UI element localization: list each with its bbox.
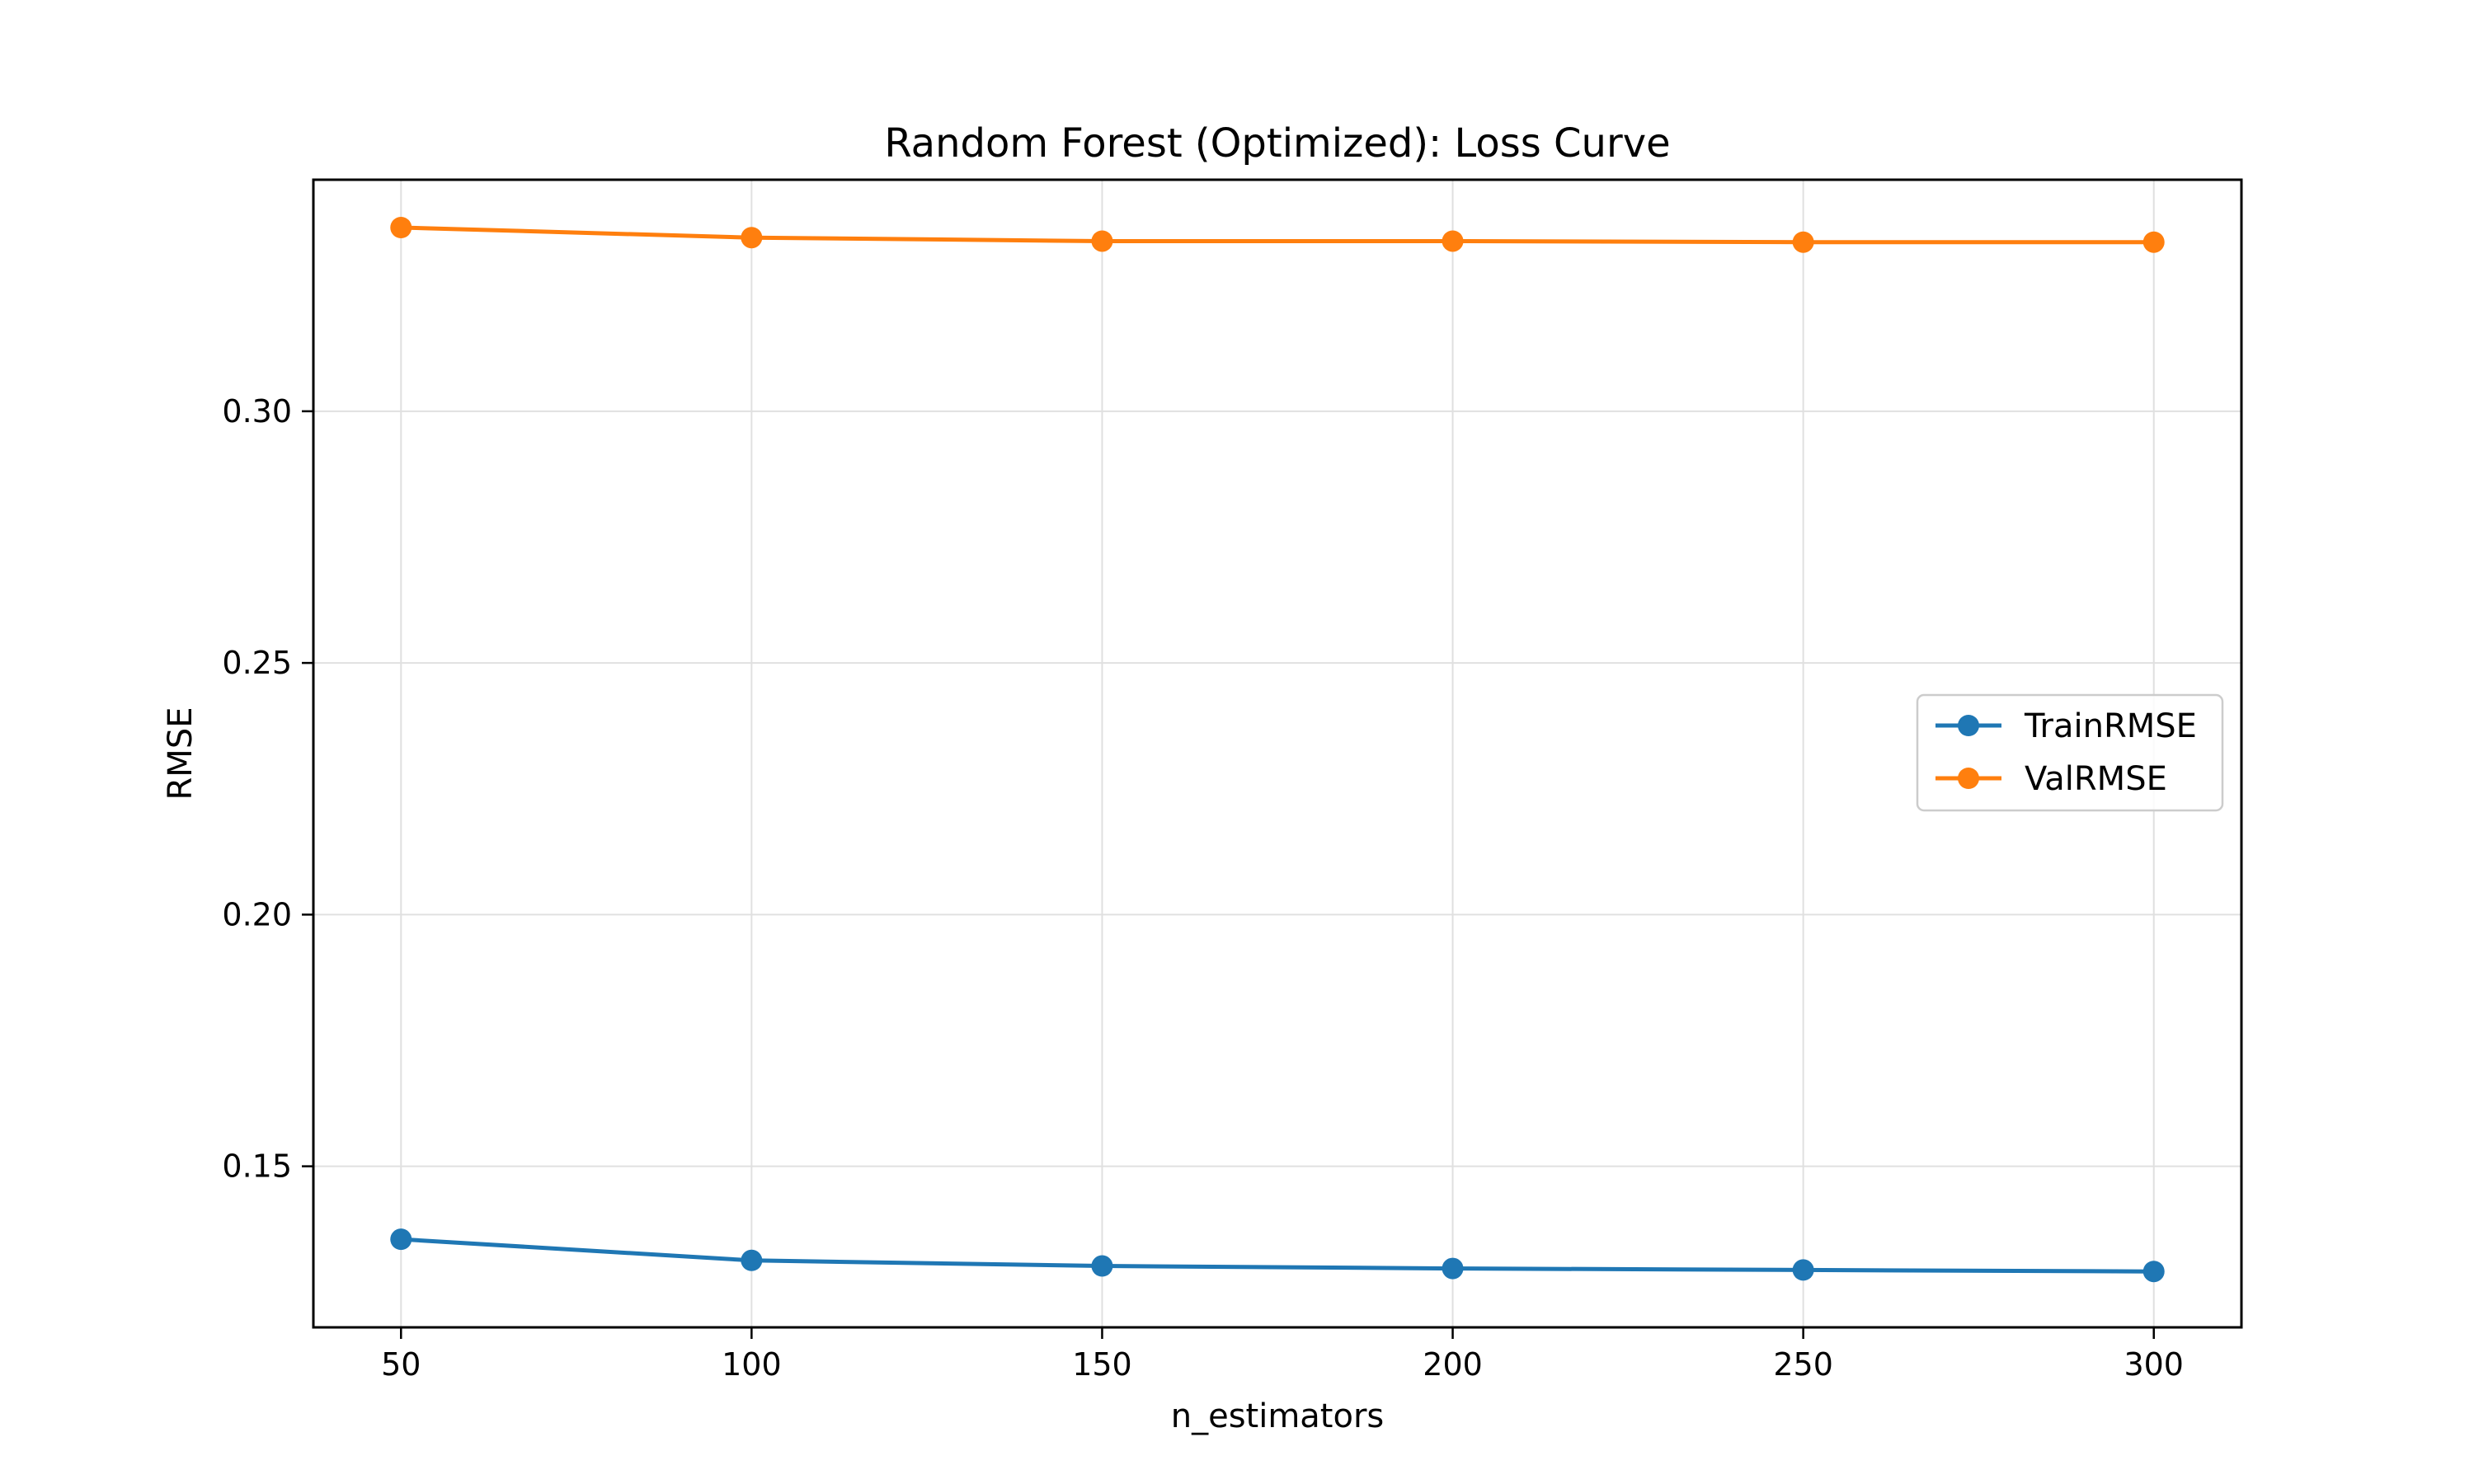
data-point-valrmse [1091, 230, 1113, 252]
data-point-valrmse [390, 217, 412, 238]
legend-label-trainrmse: TrainRMSE [2024, 707, 2197, 745]
series-line-trainrmse [401, 1237, 2154, 1274]
data-point-trainrmse [1792, 1259, 1814, 1281]
chart-title: Random Forest (Optimized): Loss Curve [884, 120, 1670, 167]
series-trainrmse [390, 1228, 2165, 1283]
data-point-trainrmse [741, 1249, 763, 1271]
x-tick-label: 300 [2124, 1346, 2184, 1383]
legend-label-valrmse: ValRMSE [2025, 760, 2167, 798]
x-axis-label: n_estimators [1171, 1397, 1385, 1435]
legend-marker-valrmse [1958, 768, 1979, 789]
y-axis-label: RMSE [162, 707, 200, 801]
axis-ticks: 50 100 150 200 250 300 0.15 0.20 0.25 0.30 [222, 393, 2184, 1383]
data-point-valrmse [1442, 230, 1464, 252]
y-tick-label: 0.15 [222, 1148, 292, 1185]
y-tick-label: 0.25 [222, 645, 292, 681]
y-tick-label: 0.20 [222, 896, 292, 932]
plot-area-frame [312, 178, 2243, 1329]
x-tick-label: 200 [1423, 1346, 1483, 1383]
legend-marker-trainrmse [1958, 715, 1979, 736]
data-point-trainrmse [1091, 1255, 1113, 1277]
x-tick-label: 50 [381, 1346, 421, 1383]
x-tick-label: 150 [1072, 1346, 1132, 1383]
series-line-valrmse [401, 225, 2154, 245]
series-layer [390, 217, 2165, 1283]
data-point-trainrmse [2142, 1261, 2165, 1283]
data-point-trainrmse [1442, 1257, 1464, 1280]
legend: TrainRMSE ValRMSE [1916, 693, 2224, 812]
data-point-trainrmse [390, 1228, 412, 1251]
x-tick-label: 250 [1773, 1346, 1833, 1383]
x-tick-label: 100 [722, 1346, 782, 1383]
data-point-valrmse [2142, 231, 2165, 253]
data-point-valrmse [741, 227, 763, 249]
y-tick-label: 0.30 [222, 393, 292, 430]
series-valrmse [390, 217, 2165, 253]
data-point-valrmse [1792, 231, 1814, 253]
